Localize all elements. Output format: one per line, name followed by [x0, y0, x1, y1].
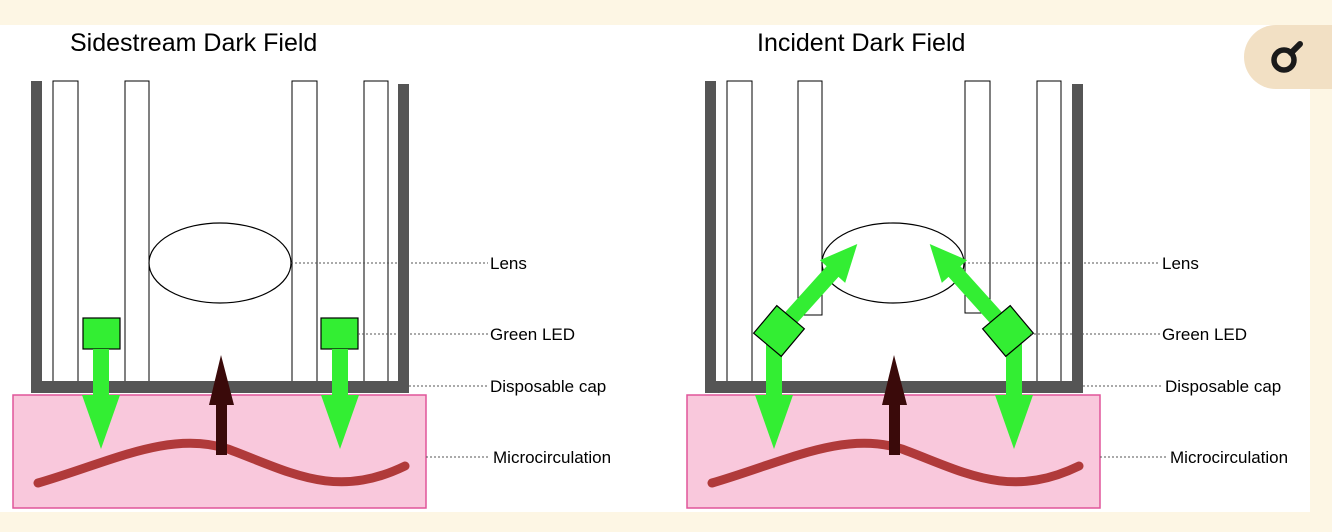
- led-label: Green LED: [1162, 325, 1247, 344]
- blood-vessel: [707, 438, 1084, 488]
- inner-tube: [964, 80, 991, 314]
- panel-incident-dark-field: Incident Dark Field: [686, 29, 1288, 509]
- cap-label: Disposable cap: [1165, 377, 1281, 396]
- inner-tube: [124, 80, 150, 383]
- magnifier-icon: [1271, 41, 1303, 73]
- housing-right-wall: [1072, 84, 1083, 393]
- zoom-button[interactable]: [1244, 25, 1332, 89]
- panel-title: Incident Dark Field: [757, 29, 965, 57]
- microcirculation-label: Microcirculation: [493, 448, 611, 467]
- cap-label: Disposable cap: [490, 377, 606, 396]
- reflected-light-arrow: [209, 355, 234, 455]
- inner-tube: [363, 80, 389, 383]
- housing-left-wall: [31, 81, 42, 393]
- lens-label: Lens: [1162, 254, 1199, 273]
- inner-tube: [726, 80, 753, 383]
- green-led: [752, 304, 806, 358]
- microcirculation-label: Microcirculation: [1170, 448, 1288, 467]
- inner-tube: [1036, 80, 1062, 383]
- lens: [148, 222, 292, 304]
- inner-tube: [52, 80, 79, 383]
- green-led: [320, 317, 359, 350]
- panel-sidestream-dark-field: Sidestream Dark Field Lens Green LED: [12, 29, 611, 509]
- illumination-arrow: [82, 349, 120, 449]
- illumination-arrow: [995, 344, 1033, 449]
- inner-tube: [291, 80, 318, 383]
- housing-right-wall: [398, 84, 409, 393]
- illumination-arrow: [321, 349, 359, 449]
- housing-left-wall: [705, 81, 716, 393]
- illumination-arrow: [755, 344, 793, 449]
- panel-title: Sidestream Dark Field: [70, 29, 317, 57]
- green-led: [981, 304, 1035, 358]
- blood-vessel: [33, 438, 410, 488]
- reflected-light-arrow: [882, 355, 907, 455]
- illumination-arrow-angled: [773, 244, 858, 337]
- lens-label: Lens: [490, 254, 527, 273]
- illumination-arrow-angled: [929, 244, 1014, 337]
- green-led: [82, 317, 121, 350]
- led-label: Green LED: [490, 325, 575, 344]
